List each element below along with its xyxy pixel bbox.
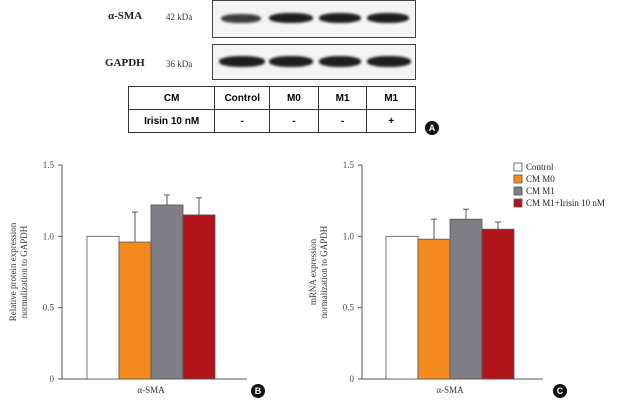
table-cell-m1-irisin: M1 [366,86,416,110]
legend-entry: CM M1 [526,186,555,196]
chart-b-protein-expression: 0 0.5 1.0 1.5 Relative protein expressionnor… [8,160,247,395]
table-cell-irisin-m1-irisin: + [366,109,416,133]
y-axis-label-line: mRNA expression [308,238,318,305]
y-axis-label: mRNA expressionnormalization to GAPDH [308,225,329,318]
panel-letter-c: C [553,384,567,398]
table-cell-irisin-m1: - [317,109,368,133]
bar-cm-m1 [449,218,483,380]
table-cell-m0: M0 [269,86,319,110]
table-cell-control: Control [214,86,271,110]
x-axis-label: α-SMA [137,385,165,395]
band-asma-control [221,14,261,23]
bar-control [86,235,120,380]
legend-entry: CM M1+Irisin 10 nM [526,198,605,208]
bar-cm-m1 [150,204,184,380]
y-axis-label-line: Relative protein expression [8,222,18,321]
band-asma-m0 [269,13,313,23]
legend-swatch [513,198,523,208]
y-tick-label: 0.5 [43,303,55,313]
legend-swatch [513,186,523,196]
blot-panel-asma [212,0,416,38]
y-tick-label: 0 [50,374,55,384]
x-axis-label: α-SMA [436,385,464,395]
bar-cm-m1-irisin-10-nm [182,214,216,380]
table-cell-irisin-m0: - [269,109,319,133]
y-tick-label: 1.5 [343,160,355,170]
panel-letter-b: B [251,384,265,398]
legend-swatch [513,162,523,172]
bar-control [385,235,419,380]
table-cell-irisin-control: - [214,109,271,133]
blot-kda-asma: 42 kDa [166,12,193,22]
table-cell-cm: CM [127,86,216,110]
bar-cm-m0 [118,241,152,380]
table-cell-m1: M1 [317,86,368,110]
condition-table-irisin-row: Irisin 10 nM - - - + [127,109,416,133]
blot-kda-gapdh: 36 kDa [166,59,193,69]
band-asma-m1 [319,13,361,23]
band-gapdh-m1 [319,56,361,67]
legend-swatch [513,174,523,184]
y-axis-label-line: normalization to GAPDH [319,225,329,318]
panel-letter-a: A [425,121,439,135]
band-asma-m1-irisin [367,13,409,23]
y-tick-label: 1.0 [43,231,55,241]
chart-c-mrna-expression: 0 0.5 1.0 1.5 mRNA expressionnormalization t… [308,160,605,395]
band-gapdh-control [219,56,265,67]
band-gapdh-m0 [269,56,313,67]
bar-cm-m0 [417,238,451,380]
band-gapdh-m1-irisin [367,56,411,67]
y-axis-label-line: normalization to GAPDH [19,225,29,318]
y-tick-label: 1.0 [343,231,355,241]
blot-label-gapdh: GAPDH [105,57,145,69]
blot-label-asma: α-SMA [108,10,143,22]
condition-table-header-row: CM Control M0 M1 M1 [127,86,416,110]
condition-table: CM Control M0 M1 M1 Irisin 10 nM - - - + [127,86,416,133]
y-tick-label: 0 [350,374,355,384]
y-tick-label: 0.5 [343,303,355,313]
table-cell-irisin-label: Irisin 10 nM [127,109,216,133]
legend-entry: Control [526,162,554,172]
y-axis-label: Relative protein expressionnormalization… [8,222,29,321]
y-tick-label: 1.5 [43,160,55,170]
bar-cm-m1-irisin-10-nm [481,228,515,380]
legend-entry: CM M0 [526,174,555,184]
blot-panel-gapdh [212,44,416,80]
